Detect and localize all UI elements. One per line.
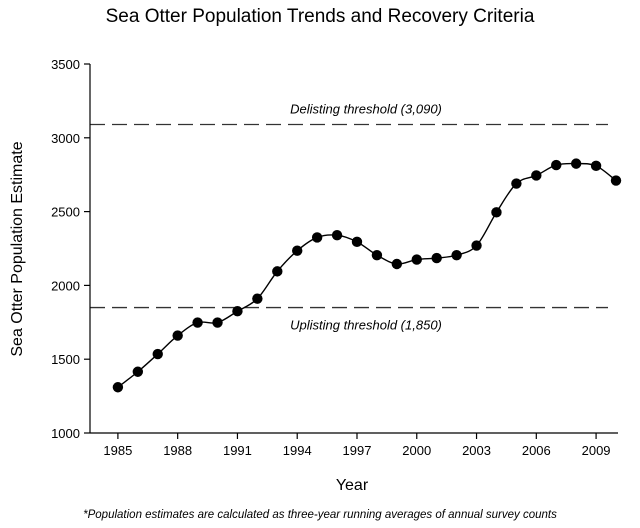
data-point [192,317,203,328]
y-axis-label: Sea Otter Population Estimate [9,141,26,356]
footnote: *Population estimates are calculated as … [83,509,557,521]
axes: 1000 1500 2000 2500 3000 3500 1985 1988 1991 1994… [51,57,618,458]
x-tick-label: 1994 [283,443,312,458]
data-point [491,207,502,218]
data-point [590,160,602,172]
x-tick-label: 1991 [223,443,252,458]
y-tick-label: 3500 [51,57,80,72]
x-tick-label: 2003 [462,443,491,458]
data-point [411,254,422,265]
data-point [272,266,283,277]
reference-line-label: Uplisting threshold (1,850) [290,318,442,333]
data-point [471,240,482,251]
x-tick-label: 2006 [522,443,551,458]
data-point [531,170,542,181]
y-tick-label: 1000 [51,426,80,441]
reference-lines: Delisting threshold (3,090) Uplisting thr… [90,102,608,333]
data-point [570,158,582,169]
data-point [391,258,403,270]
data-point [232,306,243,317]
data-point [351,236,363,248]
x-tick-label: 2000 [402,443,431,458]
data-point [132,366,144,377]
data-point [311,232,323,243]
y-tick-label: 2000 [51,278,80,293]
data-point [112,382,124,393]
x-tick-label: 2009 [582,443,611,458]
data-point [292,245,303,256]
y-tick-label: 3000 [51,131,80,146]
data-point [331,230,343,241]
data-point [152,348,163,360]
x-tick-label: 1988 [163,443,192,458]
data-point [551,159,562,171]
y-tick-label: 1500 [51,352,80,367]
data-series [112,158,622,393]
data-point [431,252,442,264]
reference-line-label: Delisting threshold (3,090) [290,102,442,117]
chart-title: Sea Otter Population Trends and Recovery… [105,6,535,27]
data-point [252,293,263,304]
data-point [451,249,462,261]
data-point [511,178,522,189]
series-line [117,162,617,388]
x-tick-label: 1985 [103,443,132,458]
x-tick-label: 1997 [343,443,372,458]
data-point [172,330,183,341]
data-point [610,175,622,186]
data-point [212,317,223,328]
x-axis-label: Year [336,477,369,494]
data-point [371,249,383,261]
y-tick-label: 2500 [51,205,80,220]
